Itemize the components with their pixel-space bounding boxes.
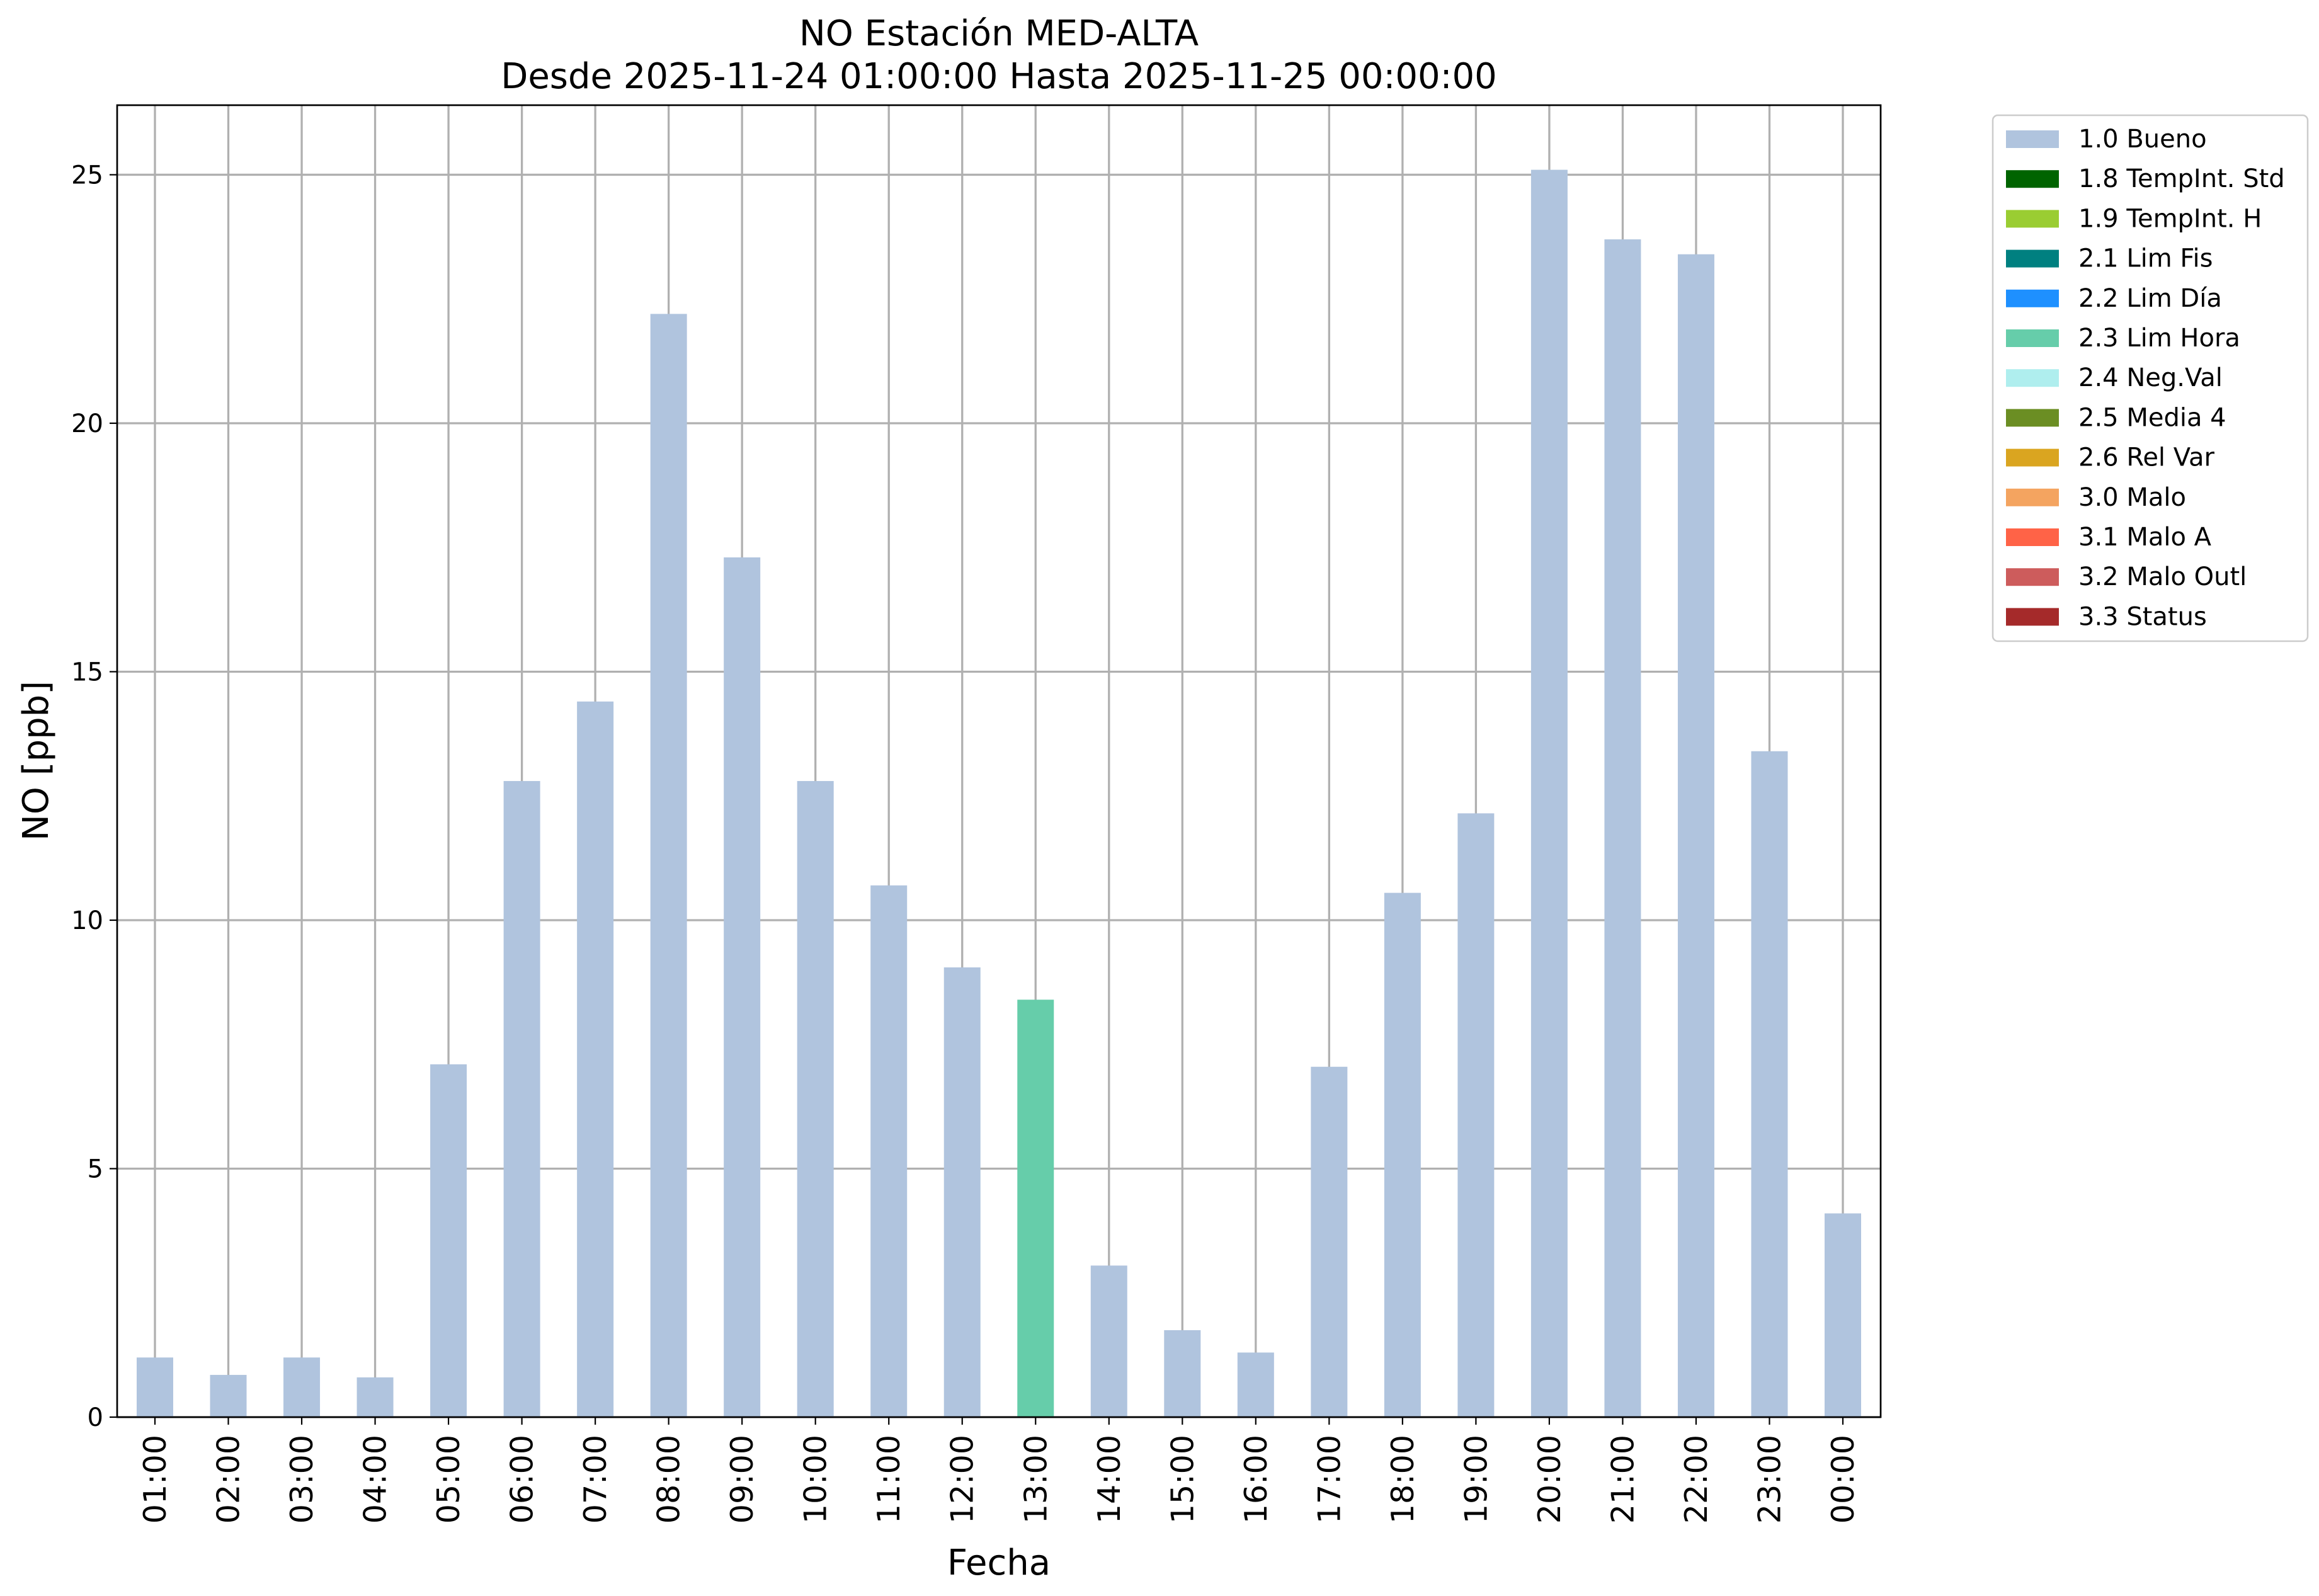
x-tick-label: 07:00	[578, 1435, 613, 1524]
bar-1200	[943, 967, 981, 1417]
y-tick-label: 0	[88, 1403, 103, 1432]
plot-area	[117, 105, 1881, 1417]
y-tick-label: 25	[71, 161, 103, 190]
legend-label: 3.3 Status	[2078, 602, 2207, 631]
x-tick-label: 02:00	[211, 1435, 247, 1524]
legend-label: 2.2 Lim Día	[2078, 284, 2222, 313]
bar-1000	[797, 781, 834, 1417]
legend-swatch	[2006, 409, 2059, 427]
legend-label: 1.8 TempInt. Std	[2078, 164, 2285, 193]
x-tick-label: 10:00	[798, 1435, 834, 1524]
plot-frame	[116, 104, 1882, 1418]
x-tick-label: 22:00	[1678, 1435, 1714, 1524]
y-axis: 0 5 10 15 20 25	[71, 161, 117, 1432]
bar-1700	[1311, 1066, 1348, 1417]
bar-0300	[283, 1357, 321, 1417]
y-tick-label: 5	[88, 1154, 103, 1183]
x-tick-label: 11:00	[871, 1435, 907, 1524]
bar-2000	[1530, 169, 1568, 1417]
bar-0500	[430, 1064, 467, 1417]
y-tick-label: 20	[71, 409, 103, 438]
legend-swatch	[2006, 369, 2059, 387]
x-tick-label: 14:00	[1091, 1435, 1127, 1524]
legend-label: 2.3 Lim Hora	[2078, 324, 2240, 353]
bar-0700	[577, 701, 614, 1417]
legend-swatch	[2006, 249, 2059, 268]
legend-swatch	[2006, 568, 2059, 586]
x-axis: 01:00 02:00 03:00 04:00 05:00 06:00 07:00 08:00…	[137, 1417, 1861, 1524]
bar-0100	[137, 1357, 173, 1417]
bar-1900	[1457, 813, 1495, 1417]
bar-1300	[1017, 1000, 1054, 1417]
bar-1500	[1164, 1330, 1201, 1417]
x-tick-label: 12:00	[945, 1435, 981, 1524]
x-tick-label: 09:00	[724, 1435, 760, 1524]
legend-label: 2.4 Neg.Val	[2078, 363, 2223, 392]
x-tick-label: 08:00	[651, 1435, 687, 1524]
chart-title: NO Estación MED-ALTA	[799, 13, 1199, 54]
y-tick-label: 15	[71, 658, 103, 687]
x-tick-label: 04:00	[358, 1435, 394, 1524]
bar-0400	[356, 1377, 394, 1417]
x-axis-label: Fecha	[947, 1542, 1051, 1583]
bar-1400	[1090, 1265, 1127, 1417]
bar-0200	[210, 1374, 247, 1417]
chart-subtitle: Desde 2025-11-24 01:00:00 Hasta 2025-11-…	[501, 56, 1497, 97]
x-tick-label: 16:00	[1238, 1435, 1274, 1524]
legend-swatch	[2006, 130, 2059, 148]
bar-0600	[503, 781, 540, 1417]
bar-2100	[1604, 239, 1641, 1418]
x-tick-label: 21:00	[1605, 1435, 1641, 1524]
legend-swatch	[2006, 289, 2059, 307]
legend-label: 3.2 Malo Outl	[2078, 562, 2247, 591]
legend-swatch	[2006, 528, 2059, 546]
y-tick-label: 10	[71, 906, 103, 935]
bar-1600	[1237, 1352, 1274, 1417]
x-tick-label: 13:00	[1018, 1435, 1054, 1524]
legend-swatch	[2006, 170, 2059, 188]
legend-label: 1.9 TempInt. H	[2078, 204, 2262, 233]
bar-0900	[724, 557, 761, 1417]
bar-2200	[1677, 254, 1714, 1417]
x-tick-label: 18:00	[1385, 1435, 1421, 1524]
x-tick-label: 06:00	[504, 1435, 540, 1524]
legend-label: 2.1 Lim Fis	[2078, 244, 2213, 273]
x-tick-label: 03:00	[284, 1435, 320, 1524]
legend-swatch	[2006, 448, 2059, 467]
x-tick-label: 01:00	[137, 1435, 173, 1524]
x-tick-label: 23:00	[1752, 1435, 1787, 1524]
legend-label: 2.5 Media 4	[2078, 403, 2226, 432]
legend: 1.0 Bueno 1.8 TempInt. Std 1.9 TempInt. H 2…	[1991, 114, 2309, 642]
legend-swatch	[2006, 488, 2059, 506]
bar-1800	[1384, 892, 1421, 1417]
bar-1100	[870, 885, 908, 1417]
legend-label: 3.1 Malo A	[2078, 523, 2212, 552]
x-tick-label: 17:00	[1311, 1435, 1347, 1524]
y-axis-label: NO [ppb]	[16, 681, 57, 841]
bars	[137, 169, 1861, 1418]
legend-frame	[1991, 114, 2309, 642]
legend-label: 1.0 Bueno	[2078, 125, 2207, 154]
bar-0000	[1825, 1213, 1861, 1417]
x-tick-label: 19:00	[1458, 1435, 1494, 1524]
x-tick-label: 00:00	[1825, 1435, 1861, 1524]
x-tick-label: 05:00	[431, 1435, 467, 1524]
bar-0800	[650, 314, 687, 1417]
legend-label: 3.0 Malo	[2078, 483, 2186, 512]
legend-swatch	[2006, 608, 2059, 626]
legend-label: 2.6 Rel Var	[2078, 443, 2215, 472]
legend-swatch	[2006, 329, 2059, 347]
bar-2300	[1751, 751, 1788, 1417]
x-tick-label: 15:00	[1165, 1435, 1200, 1524]
x-tick-label: 20:00	[1532, 1435, 1568, 1524]
legend-swatch	[2006, 210, 2059, 228]
